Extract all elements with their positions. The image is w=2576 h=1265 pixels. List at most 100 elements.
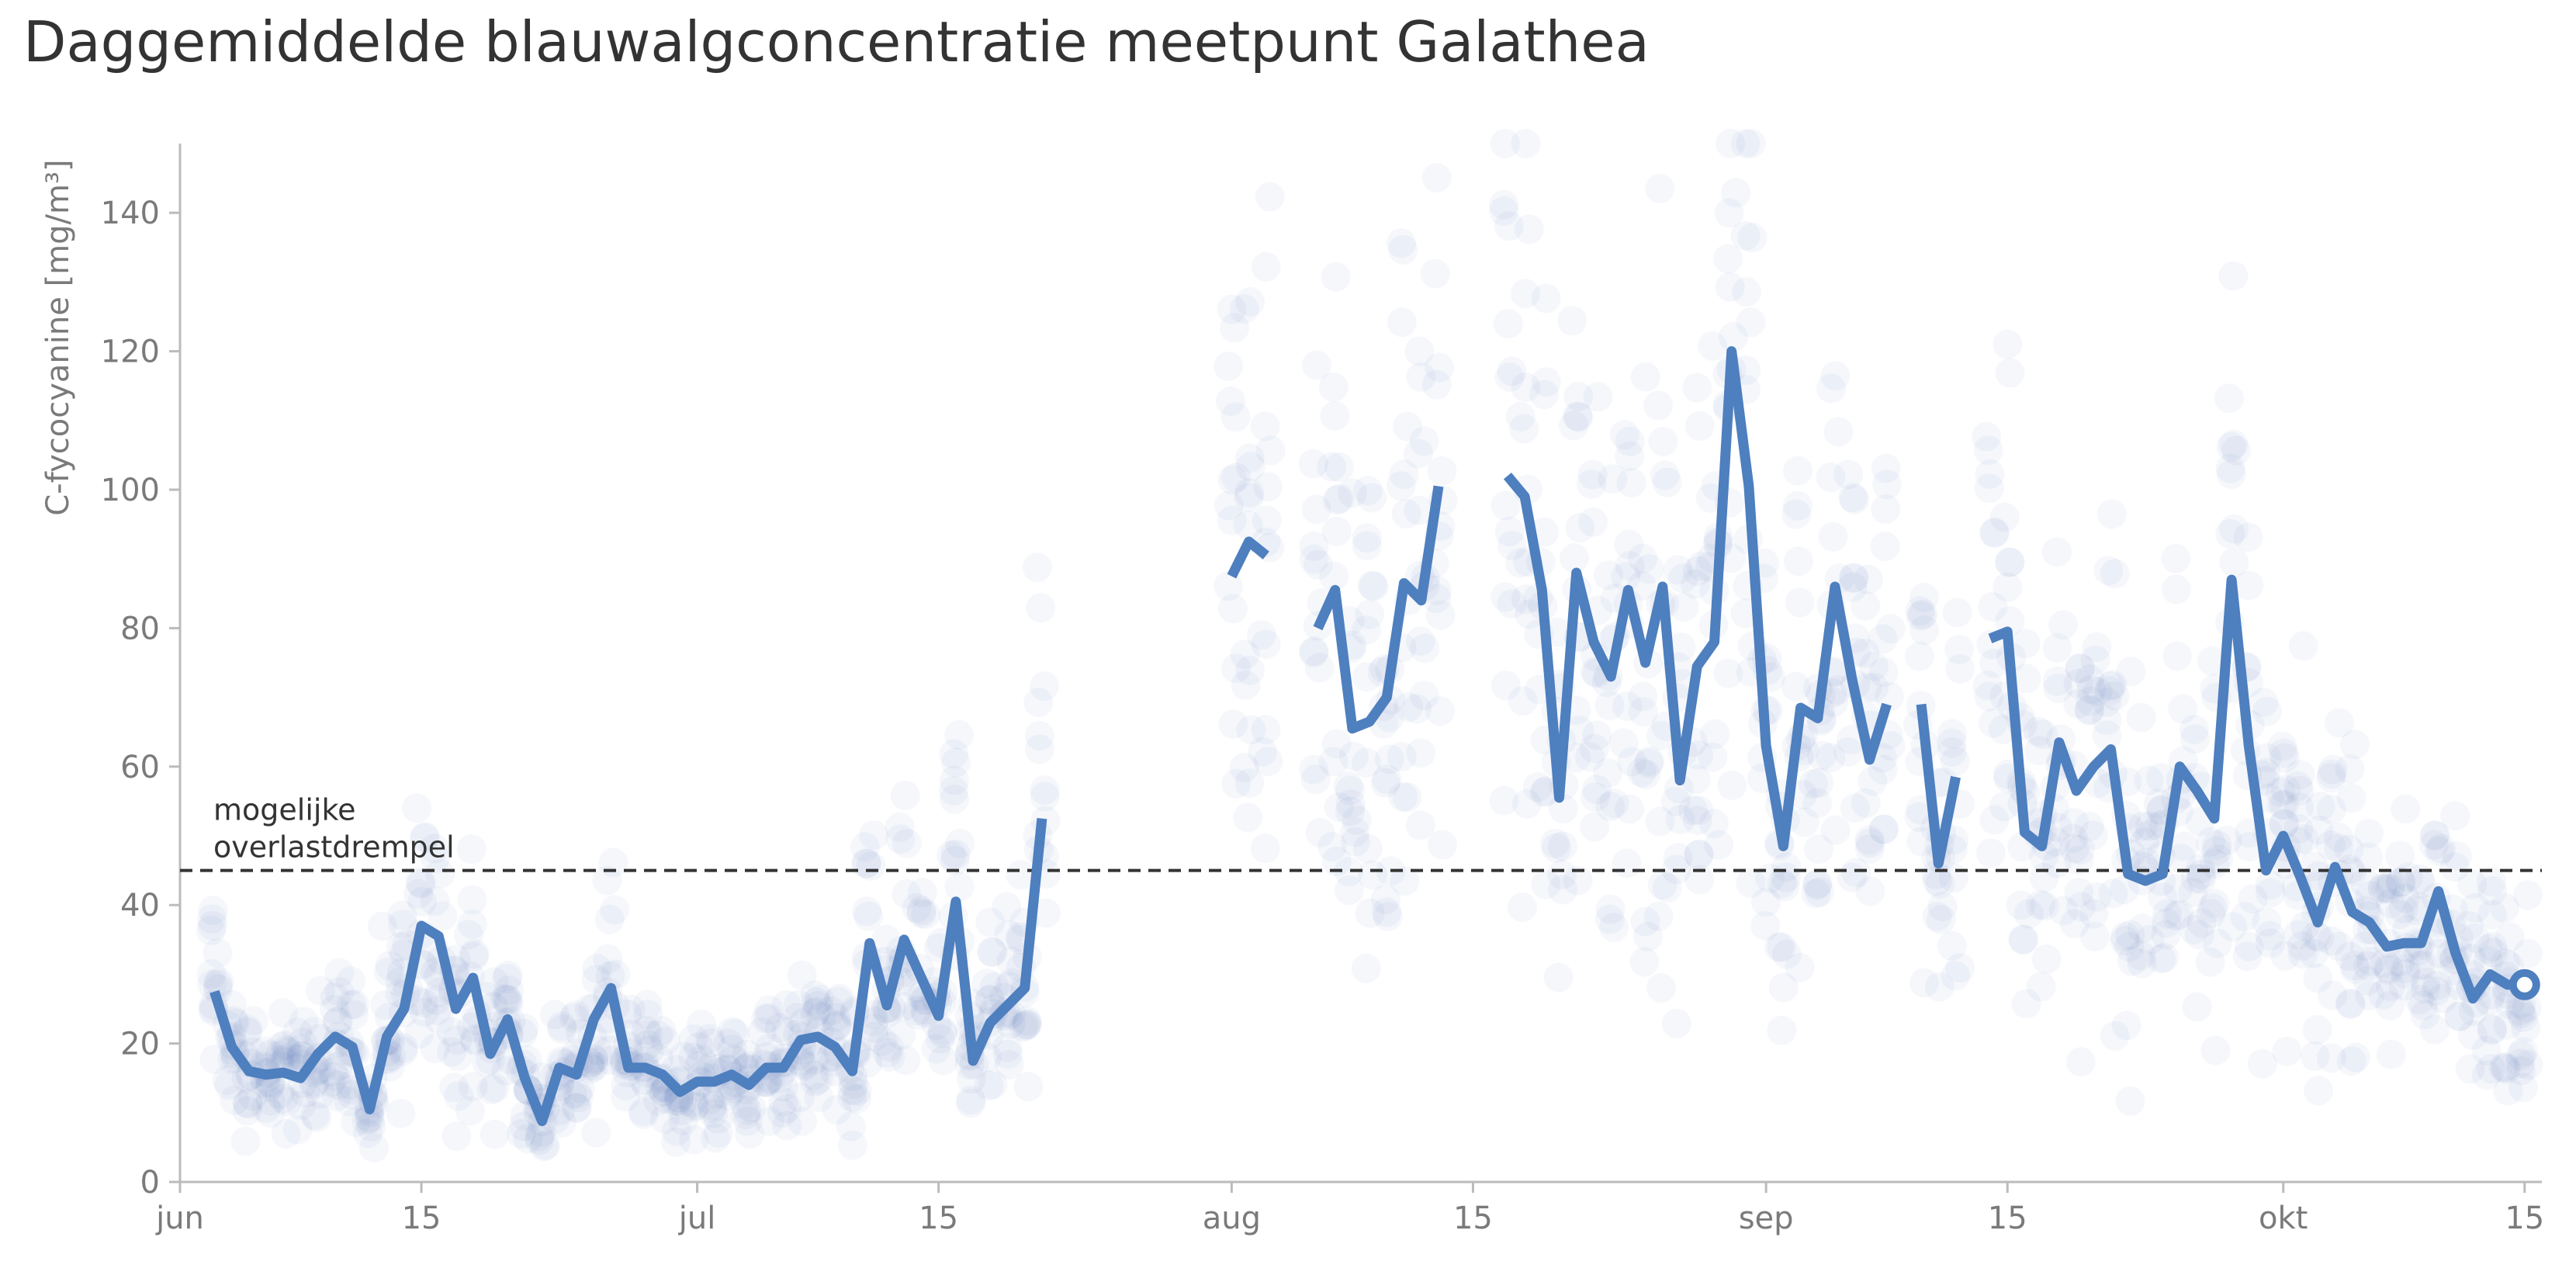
scatter-point: [1373, 902, 1403, 931]
scatter-point: [2043, 674, 2073, 703]
scatter-point: [2008, 925, 2038, 955]
scatter-point: [732, 1039, 762, 1069]
scatter-point: [428, 901, 458, 931]
scatter-point: [1333, 771, 1363, 801]
scatter-point: [767, 1097, 797, 1128]
scatter-point: [282, 1114, 313, 1145]
scatter-point: [992, 1032, 1023, 1062]
scatter-point: [2221, 435, 2251, 466]
scatter-point: [1563, 865, 1593, 896]
scatter-point: [754, 1106, 784, 1136]
scatter-point: [1421, 369, 1452, 400]
scatter-point: [1318, 372, 1349, 402]
scatter-point: [2375, 990, 2405, 1021]
scatter-point: [1785, 952, 1815, 983]
scatter-point: [2493, 1076, 2523, 1106]
series-lines: [209, 346, 2525, 1126]
scatter-point: [592, 865, 622, 896]
scatter-point: [768, 1072, 798, 1102]
scatter-point: [2143, 788, 2173, 819]
scatter-point: [287, 1028, 317, 1058]
scatter-point: [799, 998, 829, 1028]
scatter-point: [1025, 720, 1054, 750]
scatter-point: [2148, 882, 2177, 913]
scatter-point: [2238, 884, 2268, 914]
scatter-point: [198, 910, 228, 941]
scatter-point: [233, 1089, 263, 1119]
scatter-point: [320, 1062, 350, 1091]
scatter-point: [492, 984, 521, 1014]
scatter-point: [268, 998, 298, 1028]
scatter-point: [422, 996, 452, 1026]
scatter-point: [661, 1127, 691, 1157]
scatter-point: [921, 1034, 951, 1064]
scatter-point: [1370, 768, 1401, 798]
scatter-point: [197, 904, 227, 934]
scatter-point: [784, 989, 814, 1020]
scatter-point: [1611, 562, 1641, 592]
scatter-point: [2283, 813, 2314, 844]
scatter-point: [388, 1036, 418, 1066]
scatter-point: [387, 900, 417, 931]
scatter-point: [546, 1011, 576, 1041]
scatter-point: [1922, 866, 1952, 896]
scatter-point: [944, 719, 974, 750]
scatter-point: [2375, 874, 2405, 904]
scatter-point: [2097, 670, 2128, 700]
scatter-point: [1838, 563, 1868, 594]
scatter-point: [1580, 782, 1610, 813]
scatter-point: [255, 1098, 286, 1128]
scatter-point: [2318, 980, 2348, 1010]
scatter-point: [494, 976, 525, 1006]
scatter-point: [1008, 1012, 1038, 1042]
scatter-point: [2339, 951, 2370, 981]
scatter-point: [1818, 688, 1848, 717]
scatter-point: [2444, 1001, 2474, 1031]
scatter-point: [336, 989, 366, 1020]
scatter-point: [2455, 1054, 2485, 1084]
scatter-point: [1255, 435, 1286, 466]
scatter-point: [493, 960, 523, 990]
scatter-point: [1359, 571, 1389, 601]
scatter-point: [2216, 431, 2246, 462]
scatter-point: [1648, 426, 1678, 456]
scatter-point: [2386, 867, 2415, 897]
scatter-point: [925, 1024, 955, 1054]
scatter-point: [2340, 954, 2370, 984]
scatter-point: [2505, 1055, 2536, 1086]
scatter-point: [1875, 731, 1906, 761]
scatter-point: [437, 1037, 467, 1067]
scatter-point: [2304, 923, 2335, 953]
x-ticks: jun 15 jul 15 aug 15 sep 15 okt 15: [155, 1182, 2544, 1236]
scatter-point: [976, 937, 1006, 967]
scatter-point: [562, 1093, 592, 1123]
scatter-point: [1234, 443, 1265, 473]
scatter-point: [611, 1082, 640, 1112]
scatter-point: [2212, 825, 2242, 855]
scatter-point: [1221, 653, 1251, 684]
scatter-point: [254, 1072, 284, 1102]
scatter-point: [1732, 277, 1762, 307]
scatter-point: [436, 1017, 466, 1047]
scatter-point: [841, 1083, 871, 1114]
scatter-point: [892, 879, 922, 910]
scatter-point: [539, 1000, 570, 1030]
scatter-point: [492, 963, 522, 993]
scatter-point: [1489, 189, 1519, 220]
scatter-point: [2335, 941, 2365, 972]
scatter-point: [1253, 747, 1283, 777]
scatter-point: [1301, 350, 1331, 380]
scatter-point: [1645, 173, 1675, 203]
scatter-point: [1660, 786, 1691, 816]
scatter-point: [1547, 859, 1577, 889]
scatter-point: [788, 1008, 819, 1038]
scatter-point: [2110, 922, 2140, 951]
scatter-point: [2428, 983, 2458, 1014]
scatter-point: [1214, 490, 1244, 521]
scatter-point: [735, 1119, 765, 1149]
scatter-point: [2300, 1041, 2330, 1071]
scatter-point: [232, 1088, 262, 1118]
scatter-point: [1255, 182, 1285, 212]
scatter-point: [442, 1025, 473, 1055]
scatter-point: [1352, 662, 1382, 692]
